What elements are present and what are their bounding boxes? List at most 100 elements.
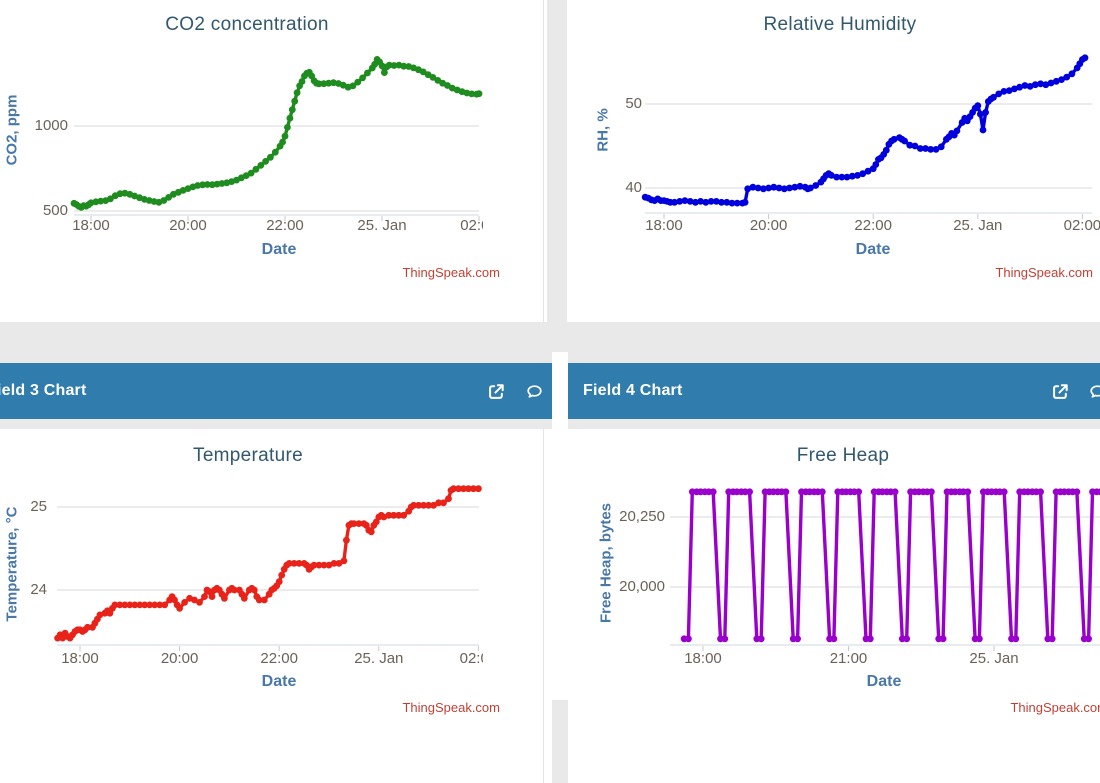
co2-chart[interactable]: CO2 concentration CO2, ppm 500 1000 18:00 20:… — [0, 0, 547, 322]
heap-data-point[interactable] — [818, 488, 826, 496]
rh-data-point[interactable] — [741, 198, 749, 206]
rh-data-point[interactable] — [979, 126, 987, 134]
temp-data-point[interactable] — [176, 604, 184, 612]
temp-data-point[interactable] — [415, 501, 422, 509]
temp-data-point[interactable] — [231, 586, 238, 594]
co2-data-point[interactable] — [298, 78, 306, 85]
thingspeak-credit-link[interactable]: ThingSpeak.com — [402, 700, 500, 715]
temp-data-point[interactable] — [465, 485, 472, 493]
temp-data-point[interactable] — [400, 511, 408, 519]
rh-data-point[interactable] — [906, 141, 914, 149]
rh-data-point[interactable] — [922, 145, 929, 152]
rh-data-point[interactable] — [995, 90, 1003, 98]
temp-data-point[interactable] — [196, 599, 203, 606]
rh-data-point[interactable] — [765, 184, 772, 192]
co2-data-point[interactable] — [475, 90, 483, 98]
rh-data-point[interactable] — [901, 137, 908, 145]
temp-data-point[interactable] — [240, 594, 248, 602]
co2-data-point[interactable] — [354, 78, 362, 86]
rh-data-point[interactable] — [676, 198, 684, 205]
rh-data-point[interactable] — [749, 183, 757, 191]
comment-icon[interactable] — [1088, 382, 1100, 401]
co2-data-point[interactable] — [107, 195, 114, 203]
rh-plot-area[interactable] — [567, 0, 1100, 322]
co2-data-point[interactable] — [284, 124, 291, 131]
temp-data-point[interactable] — [367, 528, 375, 536]
heap-plot-area[interactable] — [568, 363, 1100, 783]
rh-data-point[interactable] — [692, 198, 699, 206]
heap-data-point[interactable] — [855, 488, 863, 496]
rh-data-point[interactable] — [854, 172, 861, 179]
co2-data-point[interactable] — [468, 90, 476, 98]
rh-data-point[interactable] — [864, 167, 872, 175]
temp-data-point[interactable] — [275, 578, 283, 586]
temp-data-point[interactable] — [141, 601, 149, 609]
heap-data-point[interactable] — [1073, 488, 1081, 496]
rh-data-point[interactable] — [911, 142, 919, 150]
co2-data-point[interactable] — [291, 97, 299, 105]
temp-data-point[interactable] — [285, 560, 293, 567]
heap-data-point[interactable] — [1012, 635, 1020, 643]
rh-data-point[interactable] — [1063, 73, 1071, 81]
temp-data-point[interactable] — [420, 501, 427, 509]
rh-data-point[interactable] — [744, 185, 752, 193]
co2-data-point[interactable] — [165, 194, 173, 201]
temp-data-point[interactable] — [151, 601, 159, 609]
co2-data-point[interactable] — [288, 106, 296, 114]
rh-data-point[interactable] — [1011, 85, 1018, 93]
rh-data-point[interactable] — [1047, 79, 1055, 87]
temp-data-point[interactable] — [460, 485, 467, 493]
rh-data-point[interactable] — [953, 127, 961, 135]
rh-data-point[interactable] — [780, 185, 788, 193]
temp-data-point[interactable] — [455, 485, 462, 493]
rh-data-point[interactable] — [812, 182, 820, 189]
free-heap-chart[interactable]: Free Heap Free Heap, bytes 20,000 20,250 18:… — [568, 363, 1100, 783]
temp-data-point[interactable] — [395, 511, 403, 519]
temp-data-point[interactable] — [440, 499, 447, 507]
temp-data-point[interactable] — [330, 560, 338, 567]
co2-data-point[interactable] — [390, 62, 398, 69]
rh-data-point[interactable] — [733, 199, 741, 207]
temp-data-point[interactable] — [278, 571, 286, 579]
rh-data-point[interactable] — [712, 198, 720, 205]
open-in-new-window-icon[interactable] — [487, 382, 506, 401]
rh-data-point[interactable] — [1037, 80, 1044, 88]
co2-data-point[interactable] — [267, 153, 274, 161]
temp-data-point[interactable] — [290, 560, 298, 567]
rh-data-point[interactable] — [791, 183, 799, 191]
temp-data-point[interactable] — [131, 601, 139, 609]
rh-data-point[interactable] — [916, 145, 924, 152]
heap-data-point[interactable] — [976, 635, 983, 643]
co2-data-point[interactable] — [315, 80, 323, 88]
co2-data-point[interactable] — [359, 74, 366, 82]
rh-data-point[interactable] — [1026, 82, 1034, 90]
rh-data-point[interactable] — [932, 146, 940, 153]
thingspeak-credit-link[interactable]: ThingSpeak.com — [1010, 700, 1100, 715]
temp-data-point[interactable] — [156, 601, 164, 609]
rh-data-point[interactable] — [833, 173, 840, 181]
temp-plot-area[interactable] — [0, 363, 552, 783]
temp-data-point[interactable] — [201, 593, 208, 600]
rh-chart[interactable]: Relative Humidity RH, % 40 50 18:00 20:00 22:0… — [567, 0, 1100, 322]
temp-data-point[interactable] — [355, 520, 363, 527]
thingspeak-credit-link[interactable]: ThingSpeak.com — [402, 265, 500, 280]
heap-data-point[interactable] — [866, 635, 874, 643]
temp-data-point[interactable] — [310, 561, 318, 569]
heap-data-point[interactable] — [1048, 635, 1056, 643]
temp-data-point[interactable] — [340, 557, 348, 565]
rh-data-point[interactable] — [927, 146, 935, 153]
rh-data-point[interactable] — [937, 143, 945, 151]
temp-data-point[interactable] — [410, 501, 418, 509]
rh-data-point[interactable] — [697, 198, 704, 205]
co2-data-point[interactable] — [204, 181, 211, 188]
temp-data-point[interactable] — [260, 596, 268, 604]
heap-data-point[interactable] — [794, 635, 801, 643]
rh-data-point[interactable] — [807, 184, 814, 192]
co2-data-point[interactable] — [293, 89, 301, 97]
rh-data-point[interactable] — [882, 146, 890, 154]
co2-data-point[interactable] — [279, 138, 286, 146]
rh-data-point[interactable] — [1081, 54, 1089, 62]
rh-data-point[interactable] — [796, 182, 804, 190]
co2-data-point[interactable] — [252, 165, 260, 173]
temp-data-point[interactable] — [435, 499, 442, 507]
